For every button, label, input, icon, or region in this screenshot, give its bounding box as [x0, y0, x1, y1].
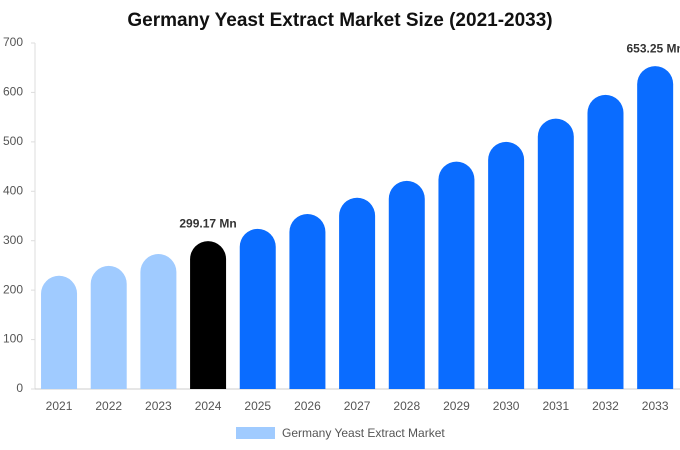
x-tick-label: 2026 [294, 399, 321, 413]
x-tick-label: 2023 [145, 399, 172, 413]
bar [537, 118, 574, 389]
bar [41, 275, 78, 389]
bar [339, 197, 376, 389]
y-tick-label: 700 [3, 35, 23, 49]
bar [140, 254, 177, 389]
x-tick-label: 2021 [46, 399, 73, 413]
data-label: 299.17 Mn [179, 216, 236, 230]
y-tick-label: 300 [3, 233, 23, 247]
x-tick-label: 2022 [95, 399, 122, 413]
legend-swatch [236, 427, 275, 439]
bar [239, 228, 276, 389]
x-tick-label: 2033 [642, 399, 669, 413]
bar [587, 94, 624, 389]
legend-label: Germany Yeast Extract Market [282, 426, 445, 440]
y-tick-label: 0 [16, 381, 23, 395]
bar [388, 180, 425, 389]
chart-title: Germany Yeast Extract Market Size (2021-… [127, 10, 552, 31]
y-tick-label: 200 [3, 282, 23, 296]
x-tick-label: 2032 [592, 399, 619, 413]
x-tick-label: 2030 [493, 399, 520, 413]
x-tick-label: 2025 [244, 399, 271, 413]
bar [438, 161, 475, 389]
data-label: 653.25 Mn [626, 41, 680, 55]
bar [190, 241, 227, 389]
y-tick-label: 100 [3, 332, 23, 346]
x-tick-label: 2028 [393, 399, 420, 413]
y-tick-label: 500 [3, 134, 23, 148]
bar [289, 214, 326, 389]
x-tick-label: 2031 [542, 399, 569, 413]
bar [90, 265, 127, 389]
bar [637, 66, 674, 390]
y-tick-label: 400 [3, 183, 23, 197]
x-tick-label: 2029 [443, 399, 470, 413]
bar [488, 141, 525, 389]
x-tick-label: 2027 [344, 399, 371, 413]
x-tick-label: 2024 [195, 399, 222, 413]
y-tick-label: 600 [3, 85, 23, 99]
